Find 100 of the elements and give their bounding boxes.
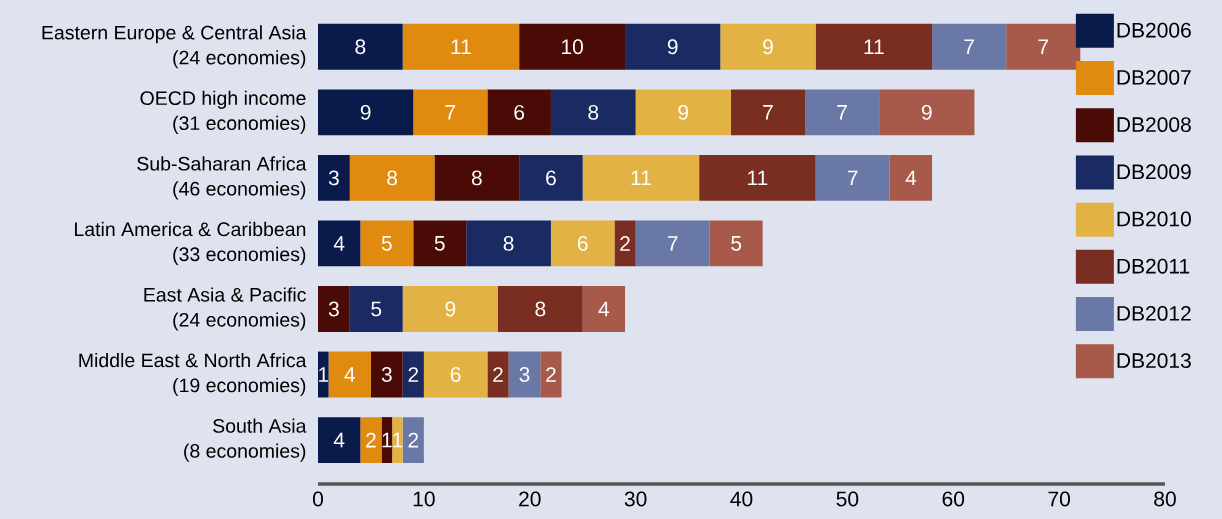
bar: [614, 220, 636, 267]
bar: [318, 23, 403, 70]
bar: [318, 351, 329, 398]
bar: [423, 351, 488, 398]
bar: [540, 351, 562, 398]
x-tick-label: 70: [1048, 491, 1070, 507]
legend-label: DB2012: [1117, 305, 1191, 321]
bar: [487, 351, 509, 398]
y-tick-label: Middle East & North Africa (19 economies): [79, 352, 307, 397]
bar: [413, 220, 467, 267]
bar: [497, 286, 583, 332]
data-label: 4: [905, 170, 917, 186]
bar: [318, 286, 350, 332]
data-label: 1: [319, 367, 329, 382]
data-label: 3: [519, 367, 530, 382]
bar: [550, 89, 636, 136]
data-label: 7: [763, 105, 773, 120]
y-tick-label: OECD high income (31 economies): [140, 90, 306, 134]
data-label: 2: [408, 367, 419, 382]
bar: [402, 351, 424, 398]
y-tick-label: South Asia (8 economies): [184, 418, 307, 462]
data-label: 6: [514, 104, 525, 120]
bar: [635, 220, 710, 267]
data-label: 8: [387, 170, 398, 186]
legend-label: DB2006: [1117, 22, 1191, 38]
bar: [730, 89, 806, 136]
data-label: 9: [763, 39, 773, 55]
legend-label: DB2013: [1117, 353, 1191, 369]
y-tick-label: East Asia & Pacific (24 economies): [144, 287, 306, 331]
bar: [370, 351, 403, 398]
bar: [815, 154, 890, 201]
data-label: 5: [381, 236, 392, 251]
data-label: 5: [731, 236, 742, 251]
bar: [318, 154, 350, 201]
data-label: 2: [493, 367, 503, 382]
bar: [318, 220, 361, 267]
bar: [519, 154, 583, 201]
bar: [318, 89, 414, 136]
bar: [635, 89, 731, 136]
bar: [720, 23, 816, 70]
data-label: 2: [546, 367, 556, 382]
data-label: 7: [667, 236, 678, 251]
data-label: 11: [864, 39, 884, 54]
data-label: 2: [366, 432, 376, 448]
bar: [519, 23, 626, 70]
data-label: 9: [667, 39, 678, 55]
bar: [805, 89, 880, 136]
data-label: 7: [1038, 39, 1049, 54]
x-tick-label: 60: [942, 491, 965, 507]
bar: [466, 220, 551, 267]
data-label: 11: [451, 39, 471, 54]
bar: [402, 23, 520, 70]
data-label: 5: [371, 301, 382, 317]
bar: [550, 220, 615, 267]
bar: [360, 417, 382, 464]
x-tick-label: 10: [413, 491, 435, 507]
data-label: 9: [445, 301, 456, 317]
data-label: 6: [577, 235, 588, 251]
x-tick-label: 0: [312, 491, 324, 507]
bar: [402, 286, 498, 332]
data-label: 8: [535, 301, 546, 317]
bar: [879, 89, 975, 136]
data-label: 10: [562, 39, 583, 55]
bar: [1006, 23, 1081, 70]
data-label: 8: [588, 104, 599, 120]
legend-label: DB2011: [1117, 258, 1190, 274]
data-label: 4: [344, 367, 355, 382]
x-tick-label: 40: [730, 491, 753, 507]
data-label: 8: [471, 170, 482, 186]
data-label: 9: [921, 104, 932, 120]
data-label: 11: [631, 170, 651, 186]
x-tick-label: 20: [519, 491, 541, 507]
bar: [392, 417, 403, 464]
data-label: 4: [333, 236, 345, 251]
data-label: 6: [450, 367, 461, 382]
data-label: 7: [964, 39, 974, 54]
data-label: 2: [408, 432, 419, 448]
bar: [328, 351, 371, 398]
data-label: 7: [837, 105, 847, 120]
data-label: 7: [847, 170, 858, 186]
y-tick-label: Latin America & Caribbean (33 economies): [75, 221, 306, 266]
bar: [360, 220, 414, 267]
data-label: 2: [620, 236, 630, 251]
bar: [402, 417, 424, 464]
bar: [487, 89, 551, 136]
bar: [508, 351, 541, 398]
data-label: 5: [434, 236, 445, 251]
y-tick-label: Eastern Europe & Central Asia (24 economies): [42, 25, 307, 69]
data-label: 4: [333, 432, 345, 448]
bar: [434, 154, 520, 201]
bar: [582, 154, 700, 201]
bar: [413, 89, 488, 136]
legend-label: DB2007: [1117, 69, 1191, 85]
legend-label: DB2009: [1117, 164, 1191, 180]
data-label: 9: [360, 104, 371, 120]
legend-label: DB2008: [1117, 117, 1191, 133]
bar: [815, 23, 933, 70]
data-label: 4: [598, 301, 610, 317]
legend-label: DB2010: [1117, 211, 1191, 227]
bar: [349, 286, 403, 332]
